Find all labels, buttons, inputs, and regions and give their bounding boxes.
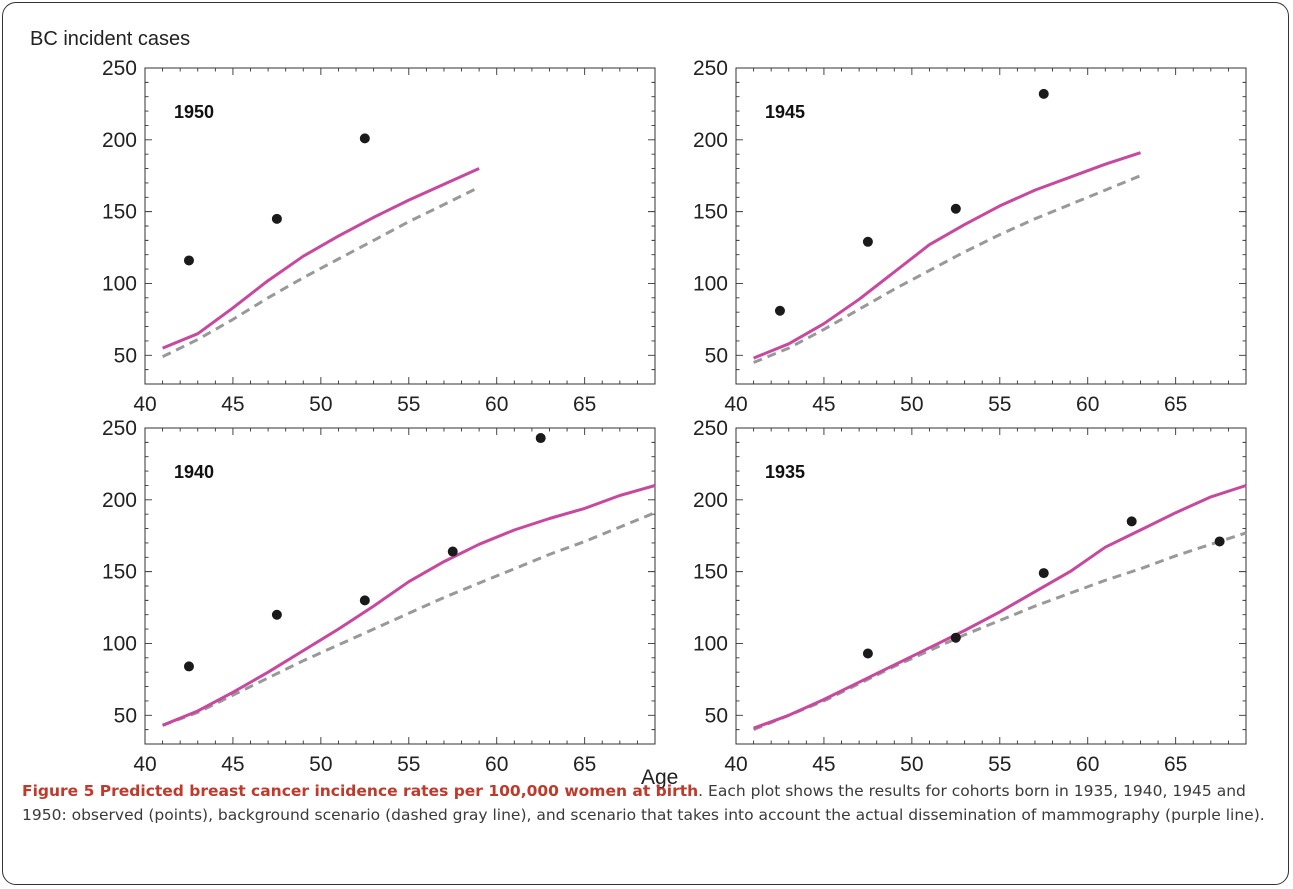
y-tick-label: 150 [102, 561, 137, 584]
observed-point [950, 203, 961, 214]
background-scenario-line [161, 185, 480, 359]
x-tick-label: 60 [1076, 393, 1099, 416]
axis-ticks [735, 67, 1247, 384]
panel-label: 1940 [174, 462, 214, 482]
x-tick-label: 45 [812, 393, 835, 416]
observed-point [862, 648, 873, 659]
observed-point [1038, 568, 1049, 579]
axis-ticks [144, 427, 656, 744]
observed-point [183, 255, 194, 266]
figure-caption: Figure 5 Predicted breast cancer inciden… [22, 779, 1270, 827]
x-tick-label: 60 [485, 393, 508, 416]
x-tick-label: 50 [309, 393, 332, 416]
observed-point [271, 609, 282, 620]
x-tick-label: 65 [1164, 753, 1187, 776]
observed-point [359, 133, 370, 144]
axis-ticks [735, 427, 1247, 744]
mammography-scenario-line [753, 151, 1141, 360]
figure-charts: BC incident cases Age 40 45 50 55 60 65 50 100 1… [30, 28, 1247, 789]
axis-ticks [144, 67, 656, 384]
x-tick-label: 40 [133, 393, 156, 416]
x-tick-label: 55 [397, 753, 420, 776]
panel-label: 1945 [765, 102, 805, 122]
panel-label: 1950 [174, 102, 214, 122]
y-tick-label: 200 [693, 489, 728, 512]
observed-point [535, 433, 546, 444]
x-tick-label: 40 [724, 753, 747, 776]
y-tick-label: 150 [693, 201, 728, 224]
y-tick-label: 50 [705, 344, 728, 367]
y-tick-label: 50 [114, 344, 137, 367]
panel-label: 1935 [765, 462, 805, 482]
x-tick-label: 40 [133, 753, 156, 776]
observed-point [359, 595, 370, 606]
y-tick-label: 250 [693, 417, 728, 440]
chart-panel-1940: 40 45 50 55 60 65 50 100 150 200 250 1940 [102, 417, 656, 776]
observed-point [862, 236, 873, 247]
plot-frame [735, 427, 1247, 745]
y-tick-label: 100 [102, 272, 137, 295]
x-tick-label: 45 [221, 393, 244, 416]
chart-panel-1950: 40 45 50 55 60 65 50 100 150 200 250 1950 [102, 57, 656, 416]
chart-panel-1945: 40 45 50 55 60 65 50 100 150 200 250 1945 [693, 57, 1247, 416]
observed-point [183, 661, 194, 672]
x-tick-label: 50 [309, 753, 332, 776]
x-tick-label: 50 [900, 393, 923, 416]
y-tick-label: 250 [693, 57, 728, 80]
x-tick-label: 40 [724, 393, 747, 416]
x-tick-label: 65 [573, 393, 596, 416]
y-tick-label: 100 [693, 272, 728, 295]
x-tick-label: 45 [812, 753, 835, 776]
caption-title: Figure 5 Predicted breast cancer inciden… [22, 782, 699, 800]
observed-point [1038, 88, 1049, 99]
background-scenario-line [162, 511, 656, 727]
mammography-scenario-line [753, 484, 1247, 730]
observed-point [950, 632, 961, 643]
observed-point [271, 213, 282, 224]
x-tick-label: 50 [900, 753, 923, 776]
x-tick-label: 60 [1076, 753, 1099, 776]
observed-point [774, 305, 785, 316]
y-tick-label: 250 [102, 417, 137, 440]
y-tick-label: 150 [693, 561, 728, 584]
y-tick-label: 50 [705, 704, 728, 727]
mammography-scenario-line [162, 484, 656, 727]
background-scenario-line [753, 531, 1247, 731]
x-tick-label: 55 [988, 393, 1011, 416]
y-tick-label: 200 [102, 129, 137, 152]
y-tick-label: 200 [102, 489, 137, 512]
y-tick-label: 200 [693, 129, 728, 152]
y-tick-label: 150 [102, 201, 137, 224]
x-axis-label: Age [641, 766, 678, 789]
mammography-scenario-line [162, 167, 480, 350]
x-tick-label: 65 [1164, 393, 1187, 416]
caption-body: . Each plot shows the results for cohort… [22, 782, 1265, 824]
background-scenario-line [753, 174, 1142, 364]
observed-point [1214, 536, 1225, 547]
y-tick-label: 50 [114, 704, 137, 727]
observed-point [447, 546, 458, 557]
y-axis-label: BC incident cases [30, 28, 190, 50]
x-tick-label: 65 [573, 753, 596, 776]
x-tick-label: 45 [221, 753, 244, 776]
x-tick-label: 55 [988, 753, 1011, 776]
chart-panel-1935: 40 45 50 55 60 65 50 100 150 200 250 1935 [693, 417, 1247, 776]
x-tick-label: 60 [485, 753, 508, 776]
y-tick-label: 250 [102, 57, 137, 80]
y-tick-label: 100 [693, 632, 728, 655]
observed-point [1126, 516, 1137, 527]
x-tick-label: 55 [397, 393, 420, 416]
y-tick-label: 100 [102, 632, 137, 655]
